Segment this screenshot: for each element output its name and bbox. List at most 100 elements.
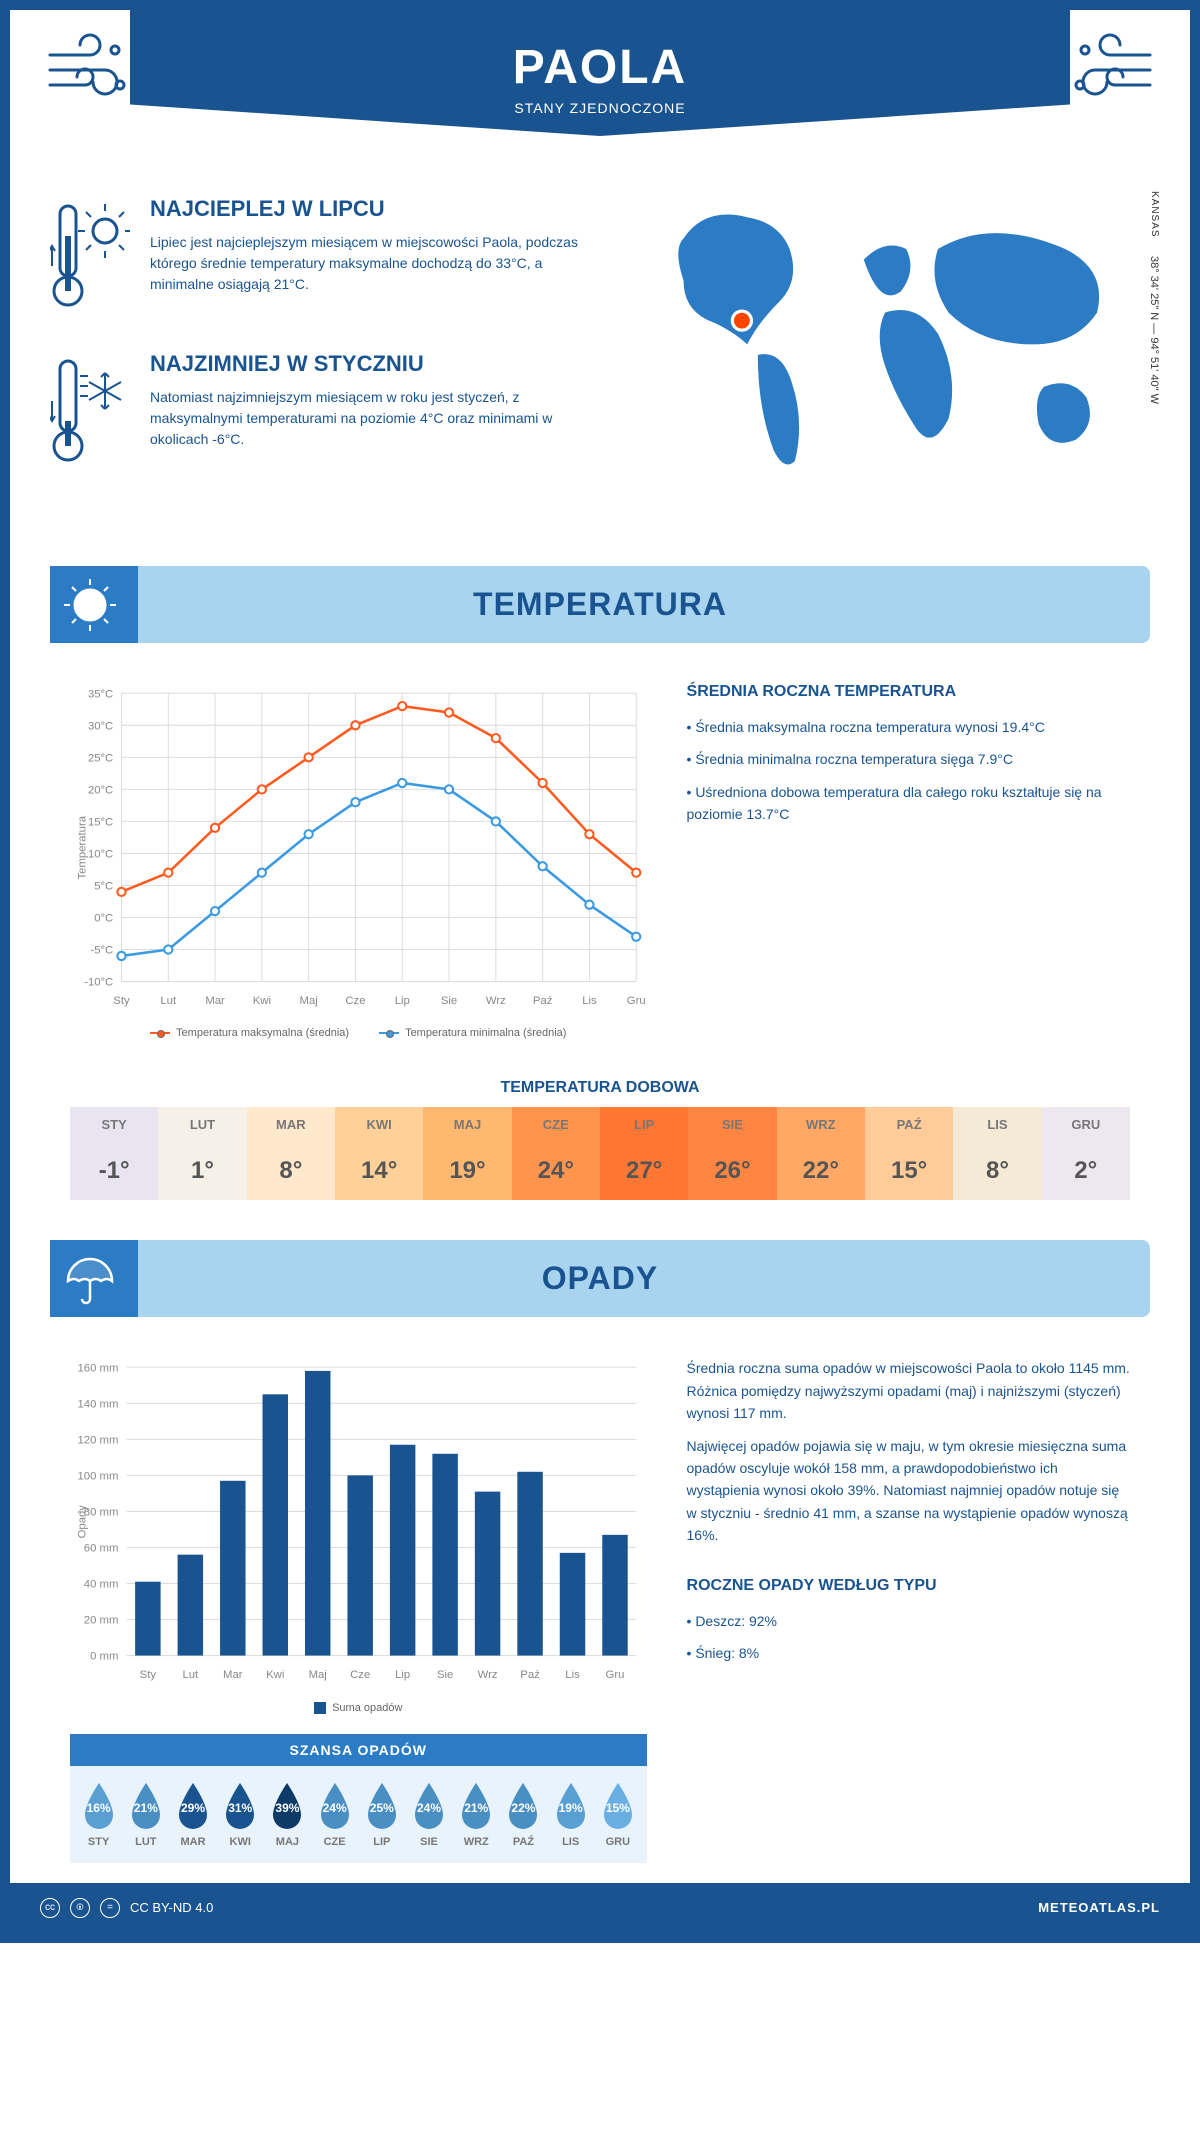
daily-temp: -1°	[70, 1142, 158, 1200]
daily-temp: 27°	[600, 1142, 688, 1200]
daily-month: PAŹ	[865, 1107, 953, 1142]
chance-month: PAŹ	[500, 1836, 547, 1848]
chance-value: 16%	[87, 1801, 111, 1815]
svg-text:Sty: Sty	[140, 1670, 157, 1682]
daily-cell: PAŹ15°	[865, 1107, 953, 1200]
daily-cell: MAR8°	[247, 1107, 335, 1200]
by-icon: 🅯	[70, 1898, 90, 1918]
temperature-bullet: Średnia minimalna roczna temperatura się…	[687, 748, 1130, 770]
svg-text:Paź: Paź	[533, 995, 553, 1007]
chance-value: 21%	[134, 1801, 158, 1815]
svg-text:Sty: Sty	[113, 995, 130, 1007]
svg-text:-10°C: -10°C	[84, 977, 113, 989]
infographic-page: PAOLA STANY ZJEDNOCZONE NAJCIEPLEJ W LIP…	[0, 0, 1200, 1943]
daily-temp: 19°	[423, 1142, 511, 1200]
page-title: PAOLA	[150, 40, 1050, 95]
svg-text:Lut: Lut	[182, 1670, 199, 1682]
chance-month: KWI	[217, 1836, 264, 1848]
svg-text:Maj: Maj	[300, 995, 318, 1007]
daily-cell: GRU2°	[1042, 1107, 1130, 1200]
chance-value: 24%	[323, 1801, 347, 1815]
fact-cold-title: NAJZIMNIEJ W STYCZNIU	[150, 351, 580, 377]
svg-text:80 mm: 80 mm	[84, 1507, 119, 1519]
temperature-bullet: Średnia maksymalna roczna temperatura wy…	[687, 716, 1130, 738]
daily-month: MAR	[247, 1107, 335, 1142]
svg-text:120 mm: 120 mm	[78, 1435, 119, 1447]
daily-month: SIE	[688, 1107, 776, 1142]
chance-cell: 15% GRU	[594, 1781, 641, 1848]
chance-month: CZE	[311, 1836, 358, 1848]
svg-text:5°C: 5°C	[94, 881, 113, 893]
svg-text:-5°C: -5°C	[90, 945, 113, 957]
daily-temp: 1°	[158, 1142, 246, 1200]
svg-text:Lis: Lis	[565, 1670, 580, 1682]
drop-icon: 24%	[315, 1781, 355, 1831]
drop-icon: 24%	[409, 1781, 449, 1831]
temperature-title: TEMPERATURA	[70, 586, 1130, 623]
temperature-bullets: Średnia maksymalna roczna temperatura wy…	[687, 716, 1130, 826]
daily-temp: 22°	[777, 1142, 865, 1200]
precipitation-title: OPADY	[70, 1260, 1130, 1297]
svg-text:40 mm: 40 mm	[84, 1579, 119, 1591]
svg-text:Opady: Opady	[76, 1505, 88, 1539]
chance-month: SIE	[405, 1836, 452, 1848]
fact-hot-body: Lipiec jest najcieplejszym miesiącem w m…	[150, 232, 580, 295]
svg-text:100 mm: 100 mm	[78, 1471, 119, 1483]
svg-text:Lip: Lip	[395, 995, 410, 1007]
daily-temp: 14°	[335, 1142, 423, 1200]
header-wrap: PAOLA STANY ZJEDNOCZONE	[10, 10, 1190, 156]
wind-icon-right	[1060, 30, 1160, 110]
license-text: CC BY-ND 4.0	[130, 1900, 213, 1915]
daily-month: LIP	[600, 1107, 688, 1142]
daily-cell: LIS8°	[953, 1107, 1041, 1200]
chance-cell: 31% KWI	[217, 1781, 264, 1848]
daily-cell: MAJ19°	[423, 1107, 511, 1200]
section-header-temperature: TEMPERATURA	[50, 566, 1150, 643]
svg-text:Mar: Mar	[223, 1670, 243, 1682]
drop-icon: 15%	[598, 1781, 638, 1831]
region-label: KANSAS	[1149, 191, 1160, 238]
daily-cell: STY-1°	[70, 1107, 158, 1200]
daily-temp: 24°	[512, 1142, 600, 1200]
drop-icon: 39%	[267, 1781, 307, 1831]
svg-text:35°C: 35°C	[88, 688, 113, 700]
daily-month: GRU	[1042, 1107, 1130, 1142]
fact-cold-text: NAJZIMNIEJ W STYCZNIU Natomiast najzimni…	[150, 351, 580, 476]
chance-row: 16% STY 21% LUT 29% MAR 31% KWI 39% MAJ …	[70, 1766, 647, 1863]
svg-text:60 mm: 60 mm	[84, 1543, 119, 1555]
daily-month: KWI	[335, 1107, 423, 1142]
drop-icon: 16%	[79, 1781, 119, 1831]
chance-value: 39%	[275, 1801, 299, 1815]
wind-icon-left	[40, 30, 140, 110]
daily-month: STY	[70, 1107, 158, 1142]
chance-value: 19%	[559, 1801, 583, 1815]
svg-text:20°C: 20°C	[88, 784, 113, 796]
by-type-item: Deszcz: 92%	[687, 1610, 1130, 1632]
chance-month: MAR	[169, 1836, 216, 1848]
chance-month: LUT	[122, 1836, 169, 1848]
svg-text:Mar: Mar	[205, 995, 225, 1007]
chance-month: STY	[75, 1836, 122, 1848]
daily-cell: CZE24°	[512, 1107, 600, 1200]
legend-precip: Suma opadów	[314, 1702, 402, 1714]
footer-site: METEOATLAS.PL	[1038, 1900, 1160, 1915]
precipitation-chart-area: 0 mm20 mm40 mm60 mm80 mm100 mm120 mm140 …	[70, 1357, 647, 1862]
cc-icon: cc	[40, 1898, 60, 1918]
svg-text:Wrz: Wrz	[478, 1670, 498, 1682]
fact-cold: NAJZIMNIEJ W STYCZNIU Natomiast najzimni…	[50, 351, 580, 476]
world-map	[620, 196, 1150, 498]
chance-cell: 21% WRZ	[453, 1781, 500, 1848]
legend-max: Temperatura maksymalna (średnia)	[150, 1027, 349, 1039]
daily-temp: 8°	[247, 1142, 335, 1200]
svg-text:Wrz: Wrz	[486, 995, 506, 1007]
svg-text:Sie: Sie	[437, 1670, 453, 1682]
chance-month: MAJ	[264, 1836, 311, 1848]
temperature-info: ŚREDNIA ROCZNA TEMPERATURA Średnia maksy…	[687, 683, 1130, 1039]
chance-value: 15%	[606, 1801, 630, 1815]
chance-header: SZANSA OPADÓW	[70, 1734, 647, 1766]
section-header-precipitation: OPADY	[50, 1240, 1150, 1317]
svg-text:Gru: Gru	[627, 995, 646, 1007]
intro-section: NAJCIEPLEJ W LIPCU Lipiec jest najcieple…	[10, 156, 1190, 546]
daily-temp: 8°	[953, 1142, 1041, 1200]
svg-text:Gru: Gru	[606, 1670, 625, 1682]
